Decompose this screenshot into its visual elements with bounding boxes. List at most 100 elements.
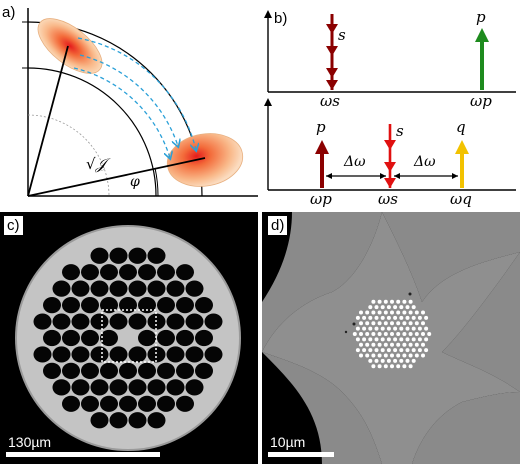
air-hole <box>147 346 166 363</box>
core-dot <box>402 353 407 358</box>
core-dot <box>362 348 367 353</box>
air-hole <box>128 313 147 330</box>
core-dot <box>386 337 391 342</box>
core-dot <box>371 310 376 315</box>
core-dot <box>405 326 410 331</box>
signal-arrow-top <box>326 14 338 90</box>
core-dot <box>365 332 370 336</box>
core-dot <box>411 358 416 363</box>
core-dot <box>383 299 388 304</box>
core-dot <box>368 358 373 363</box>
air-hole <box>100 329 118 347</box>
core-dot <box>365 310 370 315</box>
idler-label-bottom: q <box>456 118 466 136</box>
idler-arrow-bottom <box>455 140 469 188</box>
core-dot <box>390 310 394 315</box>
air-hole <box>62 296 80 314</box>
core-dot <box>408 332 413 336</box>
air-hole <box>119 395 137 412</box>
core-dot <box>411 337 416 342</box>
air-hole <box>185 313 204 330</box>
panel-a: a) √𝒥 φ <box>0 0 262 210</box>
rotation-arrow-2 <box>79 54 178 146</box>
air-hole <box>81 296 99 314</box>
core-dot <box>383 310 388 315</box>
core-dot <box>414 321 419 326</box>
core-dot <box>390 299 394 304</box>
air-hole <box>204 313 223 330</box>
air-hole <box>52 379 71 396</box>
fiber-core-micrograph <box>262 212 520 464</box>
core-dot <box>386 348 391 353</box>
core-dot-array <box>352 299 432 369</box>
air-hole <box>157 395 175 412</box>
panel-c: c) 130µm <box>0 212 258 464</box>
core-dot <box>390 342 394 347</box>
core-dot <box>352 332 357 336</box>
core-dot <box>399 305 404 310</box>
scale-bar-c <box>6 452 160 457</box>
panel-b-label: b) <box>274 10 288 27</box>
air-hole <box>176 329 194 347</box>
air-hole <box>43 362 61 380</box>
core-dot <box>380 337 385 342</box>
core-dot <box>393 326 398 331</box>
core-dot <box>377 342 382 347</box>
omega-s-bottom: ωs <box>378 190 398 208</box>
core-dot <box>414 353 419 358</box>
core-dot <box>362 337 367 342</box>
core-dot <box>371 342 376 347</box>
core-dot <box>383 342 388 347</box>
air-hole <box>128 346 147 363</box>
core-dot <box>393 358 398 363</box>
air-hole <box>52 346 71 363</box>
core-dot <box>359 321 363 326</box>
core-dot <box>396 299 401 304</box>
air-hole <box>128 412 147 429</box>
core-dot <box>427 332 432 336</box>
air-holes <box>33 247 223 429</box>
air-hole <box>33 313 52 330</box>
air-hole <box>157 264 175 281</box>
core-dot <box>396 310 401 315</box>
air-hole <box>90 412 109 429</box>
angle-arc <box>154 167 159 197</box>
air-hole <box>138 329 156 347</box>
delta-arrow-right <box>394 173 458 179</box>
air-hole <box>128 379 147 396</box>
core-dot <box>365 321 370 326</box>
core-dot <box>374 315 379 320</box>
scale-text-d: 10µm <box>270 434 306 450</box>
rotation-arrow-3 <box>73 67 170 158</box>
core-dot <box>359 353 363 358</box>
air-hole <box>157 296 175 314</box>
core-dot <box>402 332 407 336</box>
core-dot <box>417 326 422 331</box>
core-dot <box>359 342 363 347</box>
core-dot <box>417 315 422 320</box>
angle-label: φ <box>130 174 140 190</box>
core-dot <box>359 332 363 336</box>
scale-bar-d <box>268 452 334 457</box>
air-hole <box>185 280 204 297</box>
core-dot <box>390 321 394 326</box>
core-dot <box>377 364 382 369</box>
core-dot <box>380 348 385 353</box>
panel-d-label: d) <box>268 216 288 235</box>
air-hole <box>185 346 204 363</box>
air-hole <box>157 329 175 347</box>
air-hole <box>81 329 99 347</box>
core-dot <box>377 321 382 326</box>
core-dot <box>355 337 360 342</box>
air-hole <box>185 379 204 396</box>
air-hole <box>147 379 166 396</box>
air-hole <box>195 296 213 314</box>
air-hole <box>109 346 128 363</box>
air-hole <box>90 313 109 330</box>
delta-omega-right: Δω <box>412 154 438 170</box>
core-dot <box>408 364 413 369</box>
phase-space-diagram <box>22 8 258 197</box>
air-hole <box>176 395 194 412</box>
core-dot <box>393 348 398 353</box>
radius-vector-initial <box>27 45 69 197</box>
